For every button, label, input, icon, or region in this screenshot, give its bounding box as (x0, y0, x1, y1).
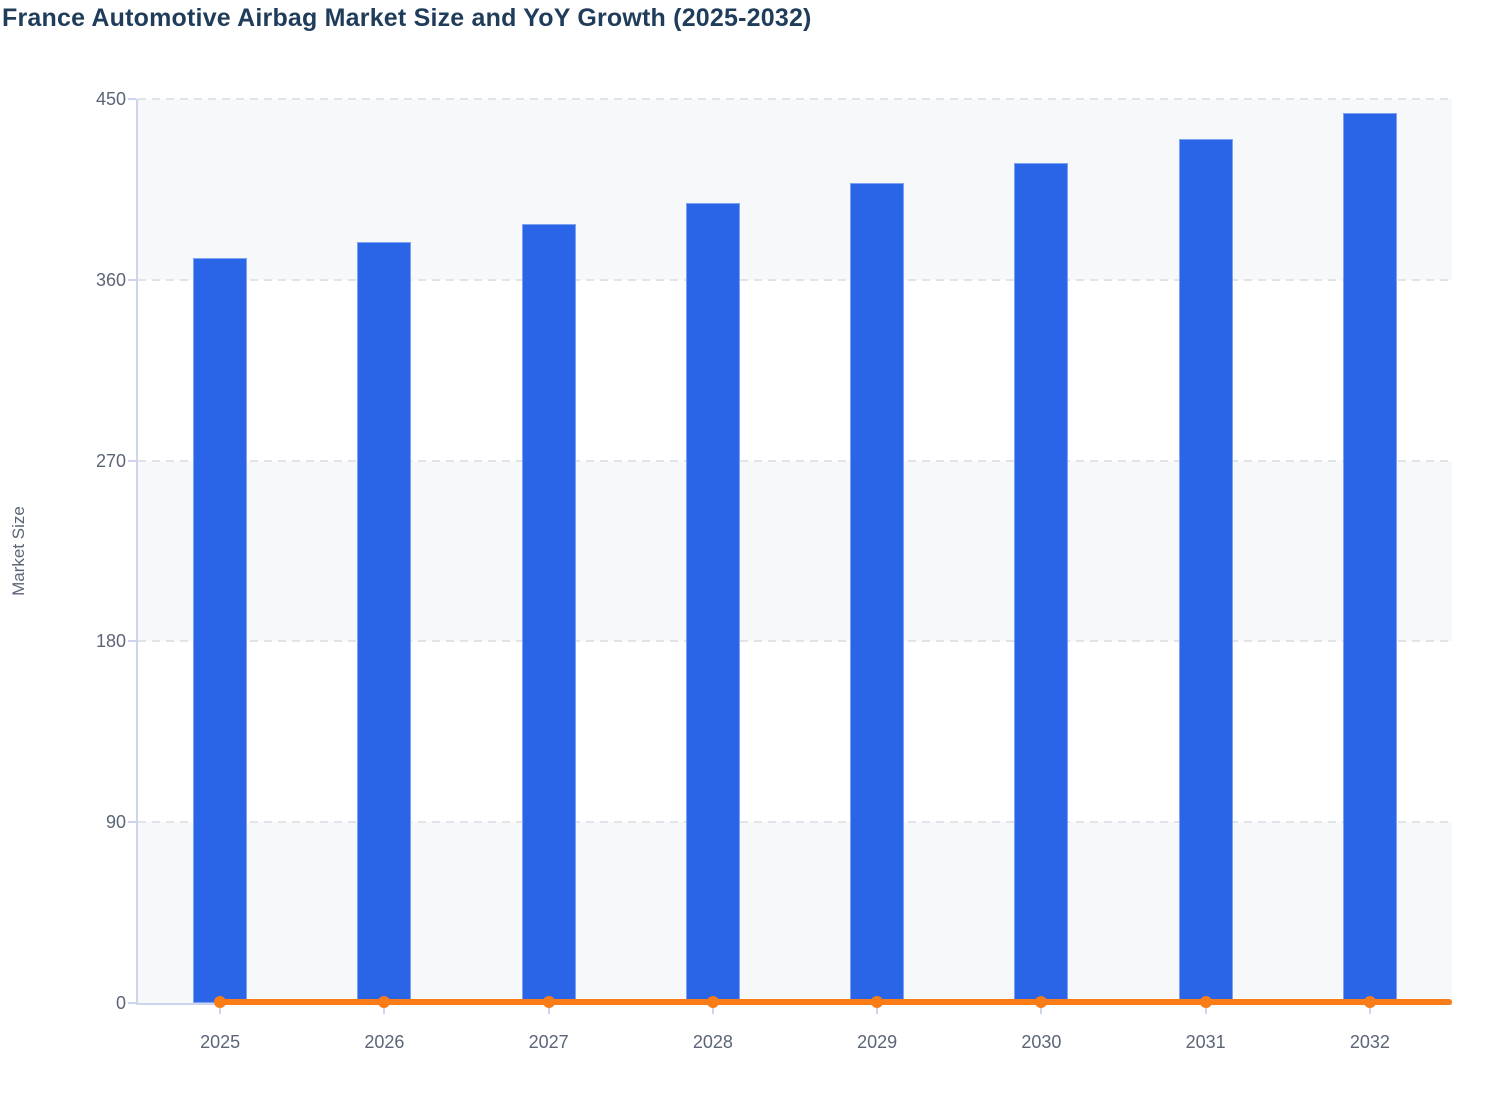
x-axis-tick-label: 2025 (200, 1032, 241, 1052)
yoy-point-2029[interactable] (871, 996, 884, 1008)
bar-2028[interactable] (685, 203, 740, 1003)
y-axis-tick (128, 1002, 136, 1004)
plot-band (138, 822, 1452, 1003)
bar-2027[interactable] (521, 223, 576, 1003)
y-axis-tick (128, 459, 136, 462)
y-axis-tick-label: 270 (95, 450, 126, 471)
yoy-point-2032[interactable] (1363, 996, 1376, 1008)
x-axis-tick (1368, 1005, 1371, 1014)
bar-2025[interactable] (193, 257, 248, 1003)
yoy-point-2031[interactable] (1199, 996, 1212, 1008)
y-axis-tick (128, 640, 136, 643)
x-axis-tick-label: 2029 (857, 1032, 898, 1052)
yoy-point-2027[interactable] (542, 996, 555, 1008)
x-axis-tick (219, 1005, 222, 1014)
yoy-point-2028[interactable] (706, 996, 719, 1008)
bar-2032[interactable] (1342, 113, 1397, 1003)
x-axis-tick-label: 2028 (692, 1032, 733, 1052)
x-axis-tick (1040, 1005, 1043, 1014)
y-axis-tick-label: 450 (95, 89, 126, 109)
y-axis-tick-label: 360 (95, 269, 126, 290)
gridline (138, 640, 1452, 643)
plot-band (138, 460, 1452, 642)
y-axis-tick-label: 0 (115, 993, 126, 1013)
y-axis-tick (128, 98, 136, 100)
plot-area: 450 360 270 180 90 0 2025 2026 2027 2028 2029 2030 2… (96, 89, 1452, 1052)
bar-2030[interactable] (1014, 163, 1069, 1003)
chart-title: France Automotive Airbag Market Size and… (2, 4, 812, 32)
x-axis-tick-label: 2027 (528, 1032, 569, 1052)
gridline (138, 278, 1452, 281)
gridline (138, 459, 1452, 462)
x-axis-tick-label: 2032 (1349, 1032, 1390, 1052)
x-axis-tick (876, 1005, 879, 1014)
gridline (138, 98, 1452, 100)
yoy-point-2030[interactable] (1035, 996, 1048, 1008)
bar-2026[interactable] (357, 241, 412, 1003)
x-axis-tick (711, 1005, 714, 1014)
y-axis-tick-label: 90 (105, 812, 126, 833)
gridline (138, 821, 1452, 824)
plot-band (138, 641, 1452, 823)
bar-2029[interactable] (850, 183, 905, 1003)
plot-band (138, 99, 1452, 280)
y-axis-tick (128, 278, 136, 281)
plot-band (138, 279, 1452, 461)
x-axis-tick (383, 1005, 386, 1014)
x-axis-tick-label: 2030 (1021, 1032, 1062, 1052)
bar-2031[interactable] (1178, 139, 1233, 1003)
yoy-growth-line (220, 999, 1452, 1005)
y-axis-title: Market Size (9, 506, 28, 596)
y-axis-tick-label: 180 (95, 631, 126, 652)
yoy-point-2026[interactable] (378, 996, 391, 1008)
x-axis-tick (1204, 1005, 1207, 1014)
y-axis-tick (128, 821, 136, 824)
yoy-point-2025[interactable] (214, 996, 227, 1008)
x-axis-tick (547, 1005, 550, 1014)
x-axis-tick-label: 2026 (364, 1032, 405, 1052)
x-axis-tick-label: 2031 (1185, 1032, 1226, 1052)
